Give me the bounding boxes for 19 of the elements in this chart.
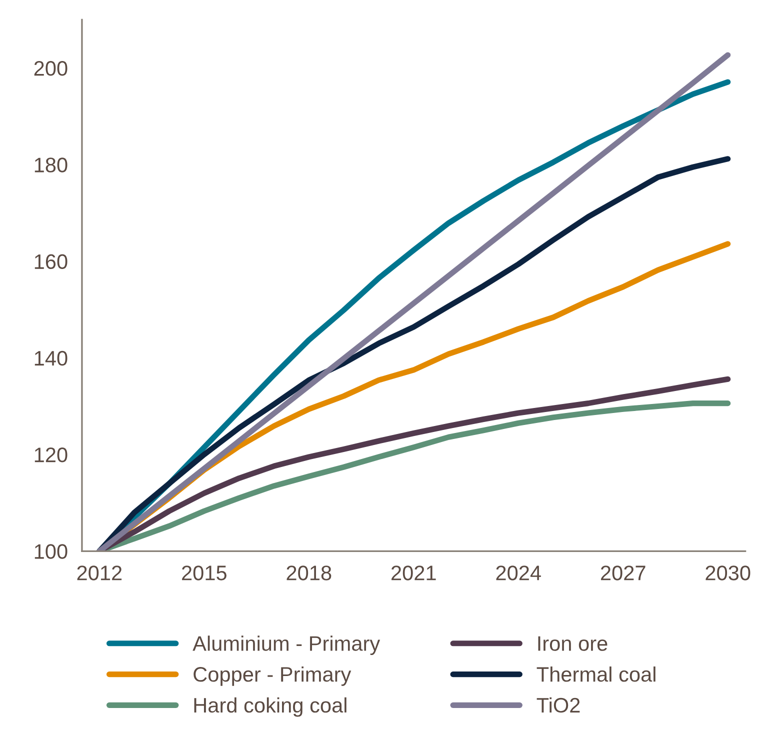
- x-tick-label: 2021: [392, 566, 436, 580]
- x-tick-label: 2018: [286, 566, 332, 580]
- y-tick-label: 100: [34, 544, 68, 559]
- x-tick-label: 2024: [496, 566, 541, 580]
- x-tick-label: 2027: [601, 566, 646, 580]
- y-tick-label: 180: [34, 158, 68, 172]
- y-tick-label: 160: [34, 254, 68, 270]
- y-tick-label: 120: [34, 448, 68, 462]
- x-tick-label: 2015: [182, 566, 226, 580]
- legend-label: Aluminium - Primary: [192, 636, 380, 656]
- legend-label: Hard coking coal: [194, 697, 346, 717]
- legend-label: TiO2: [536, 697, 580, 713]
- legend-label: Copper - Primary: [194, 666, 352, 686]
- x-tick-label: 2030: [706, 566, 750, 580]
- legend-label: Thermal coal: [536, 666, 656, 682]
- legend-label: Iron ore: [538, 636, 608, 651]
- x-tick-label: 2012: [77, 566, 122, 580]
- y-tick-label: 200: [34, 61, 68, 76]
- y-tick-label: 140: [34, 350, 68, 366]
